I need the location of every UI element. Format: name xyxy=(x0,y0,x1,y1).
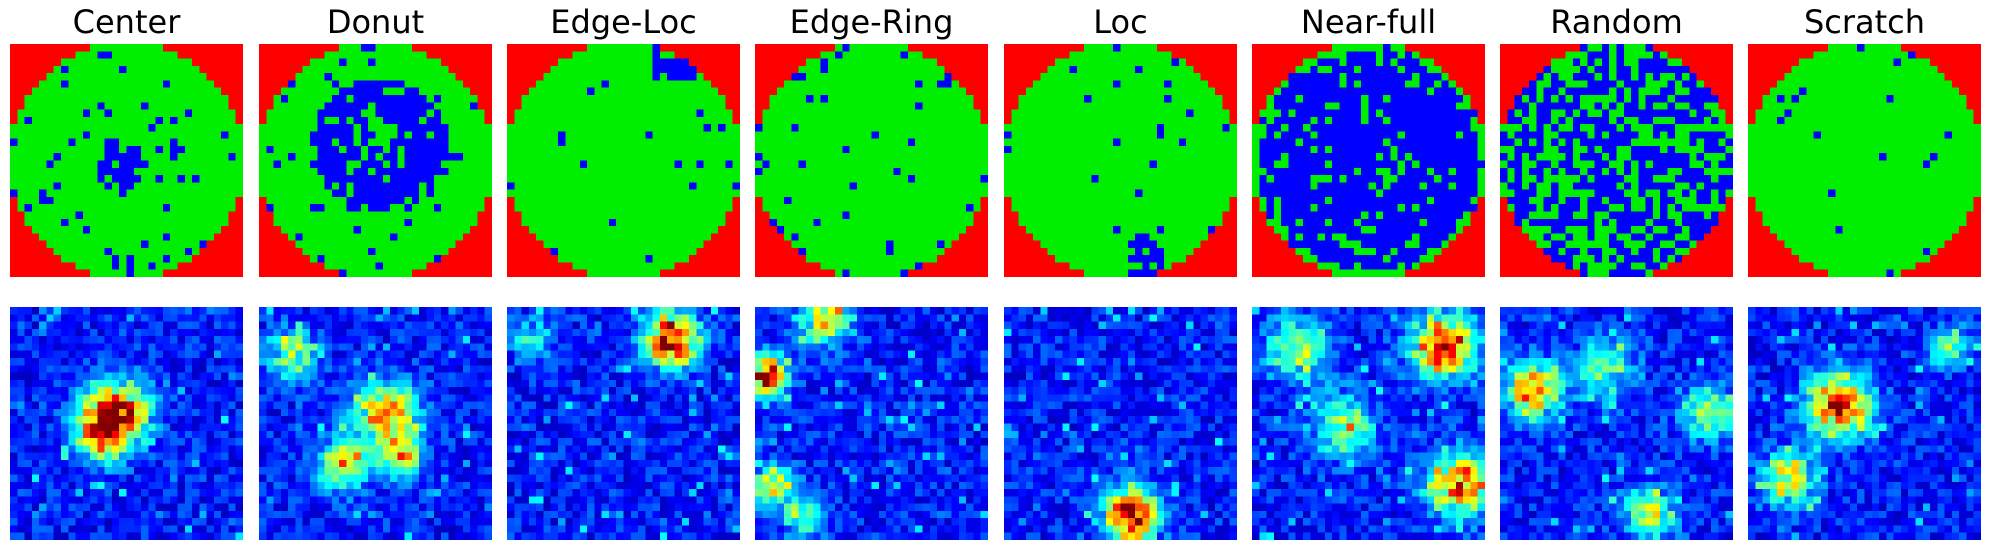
wafer-map-center xyxy=(10,44,243,277)
activation-heatmap-donut xyxy=(259,307,492,540)
wafer-map-canvas-random xyxy=(1500,44,1733,277)
activation-heatmap-scratch xyxy=(1748,307,1981,540)
wafer-map-donut xyxy=(259,44,492,277)
column-title-donut: Donut xyxy=(326,3,425,41)
wafer-map-canvas-near-full xyxy=(1252,44,1485,277)
wafer-map-edge-loc xyxy=(507,44,740,277)
activation-heatmap-canvas-edge-loc xyxy=(507,307,740,540)
activation-heatmap-canvas-scratch xyxy=(1748,307,1981,540)
wafer-map-scratch xyxy=(1748,44,1981,277)
activation-heatmap-random xyxy=(1500,307,1733,540)
wafer-map-canvas-center xyxy=(10,44,243,277)
column-title-edge-ring: Edge-Ring xyxy=(789,3,954,41)
wafer-map-near-full xyxy=(1252,44,1485,277)
activation-heatmap-center xyxy=(10,307,243,540)
column-title-edge-loc: Edge-Loc xyxy=(550,3,697,41)
activation-heatmap-edge-ring xyxy=(755,307,988,540)
wafer-map-canvas-donut xyxy=(259,44,492,277)
column-title-near-full: Near-full xyxy=(1300,3,1437,41)
wafer-map-canvas-loc xyxy=(1004,44,1237,277)
activation-heatmap-near-full xyxy=(1252,307,1485,540)
activation-heatmap-canvas-near-full xyxy=(1252,307,1485,540)
wafer-map-canvas-edge-loc xyxy=(507,44,740,277)
column-title-scratch: Scratch xyxy=(1803,3,1926,41)
wafer-map-canvas-edge-ring xyxy=(755,44,988,277)
wafer-map-loc xyxy=(1004,44,1237,277)
activation-heatmap-canvas-edge-ring xyxy=(755,307,988,540)
column-title-loc: Loc xyxy=(1093,3,1148,41)
activation-heatmap-edge-loc xyxy=(507,307,740,540)
activation-heatmap-loc xyxy=(1004,307,1237,540)
column-title-center: Center xyxy=(72,3,181,41)
activation-heatmap-canvas-donut xyxy=(259,307,492,540)
activation-heatmap-canvas-loc xyxy=(1004,307,1237,540)
column-title-random: Random xyxy=(1550,3,1683,41)
activation-heatmap-canvas-random xyxy=(1500,307,1733,540)
wafer-map-canvas-scratch xyxy=(1748,44,1981,277)
wafer-map-edge-ring xyxy=(755,44,988,277)
activation-heatmap-canvas-center xyxy=(10,307,243,540)
wafer-map-random xyxy=(1500,44,1733,277)
